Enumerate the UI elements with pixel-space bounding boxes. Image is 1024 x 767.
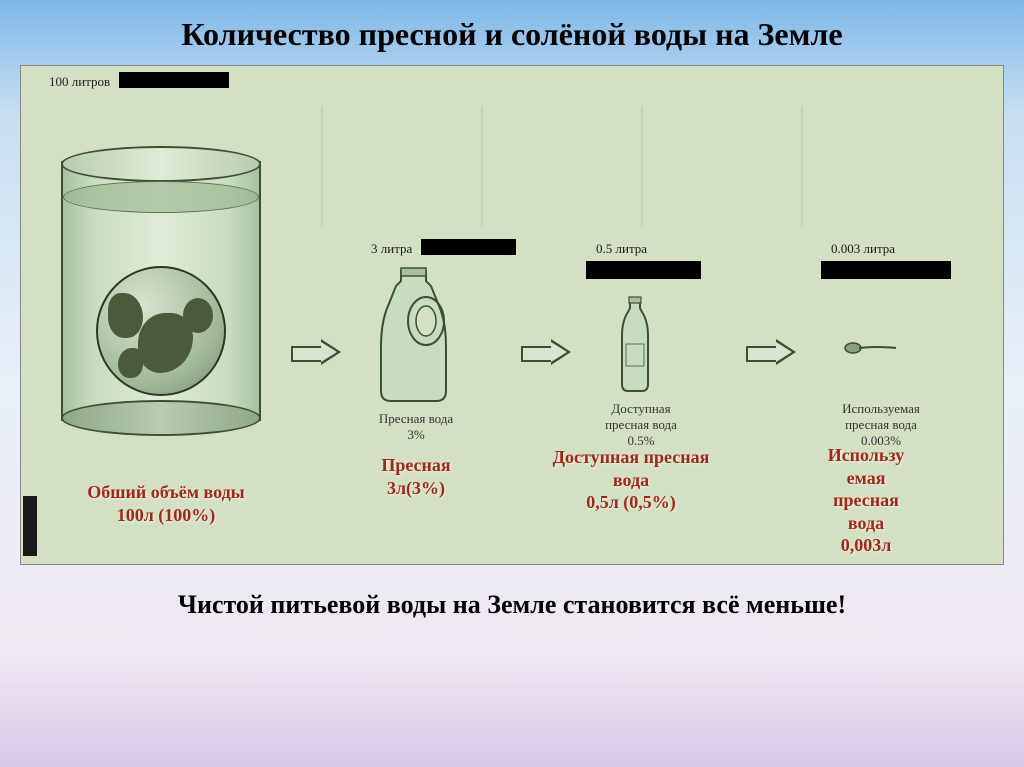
bg-artifact [481,106,483,226]
fresh-orig-caption: Пресная вода 3% [371,411,461,442]
arrow-icon [521,339,573,365]
slide: Количество пресной и солёной воды на Зем… [0,0,1024,767]
text: вода [848,513,884,533]
text: 0,003л [841,535,892,555]
usable-water-drop-icon [841,341,901,353]
text: пресная вода [845,417,917,432]
bg-artifact [641,106,643,226]
bg-artifact [801,106,803,226]
text: вода [613,470,649,490]
accessible-water-bottle-icon [616,296,654,396]
redaction-bar [821,261,951,279]
usable-red-label: Использу емая пресная вода 0,003л [776,444,956,557]
text: пресная вода [605,417,677,432]
bg-artifact [321,106,323,226]
total-water-cylinder [61,136,261,436]
accessible-red-label: Доступная пресная вода 0,5л (0,5%) [521,446,741,514]
fresh-volume-label: 3 литра [371,241,412,257]
page-title: Количество пресной и солёной воды на Зем… [20,15,1004,53]
text: Обший объём воды [87,482,244,502]
arrow-icon [746,339,798,365]
fresh-water-jug-icon [371,266,456,406]
text: 0.5% [627,433,654,448]
slide-caption: Чистой питьевой воды на Земле становится… [20,589,1004,622]
left-edge-artifact [23,496,37,556]
usable-orig-caption: Используемая пресная вода 0.003% [821,401,941,448]
fresh-red-label: Пресная 3л(3%) [356,454,476,499]
text: 0,5л (0,5%) [586,492,676,512]
text: Доступная [611,401,670,416]
redaction-bar [586,261,701,279]
accessible-orig-caption: Доступная пресная вода 0.5% [586,401,696,448]
text: 3% [407,427,424,442]
text: 100л (100%) [117,505,216,525]
water-diagram: 100 литров 3 литра [20,65,1004,565]
accessible-volume-label: 0.5 литра [596,241,647,257]
text: 3л(3%) [387,478,445,498]
text: Доступная пресная [553,447,710,467]
text: емая [847,468,886,488]
text: Пресная [381,455,450,475]
total-red-label: Обший объём воды 100л (100%) [51,481,281,526]
text: Пресная вода [379,411,453,426]
redaction-bar [421,239,516,255]
usable-volume-label: 0.003 литра [831,241,895,257]
earth-globe-icon [96,266,226,396]
redaction-bar [119,72,229,88]
total-volume-label: 100 литров [49,74,110,90]
text: Использу [828,445,905,465]
cylinder-bottom [61,400,261,436]
text: пресная [833,490,899,510]
arrow-icon [291,339,343,365]
text: Используемая [842,401,920,416]
